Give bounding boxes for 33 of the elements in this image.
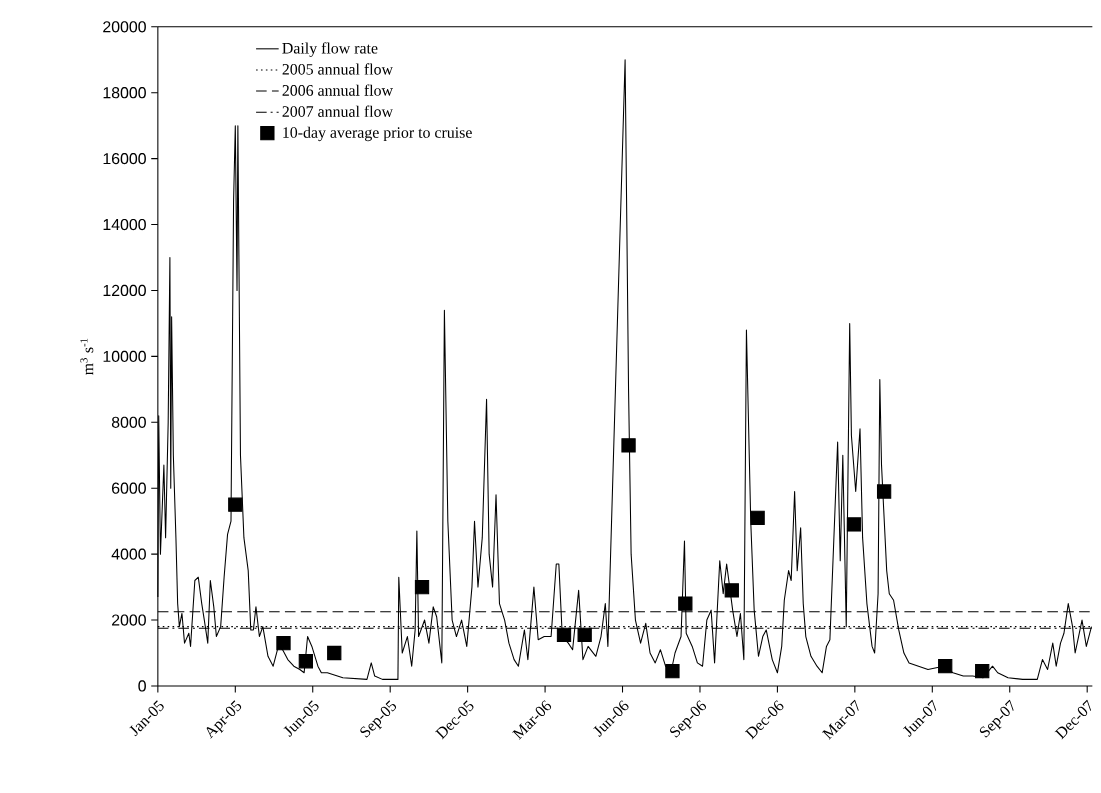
point [556,627,572,642]
point [665,663,680,679]
y-tick-label: 4000 [111,548,146,560]
y-tick-label: 20000 [103,21,146,33]
point [414,579,430,595]
y-tick-label: 0 [138,680,146,692]
legend-label: 2006 annual flow [282,84,393,96]
point [938,658,953,674]
y-tick-label: 16000 [103,152,146,165]
legend-label: 2007 annual flow [282,105,393,117]
point [621,438,636,453]
y-tick-label: 8000 [111,416,146,428]
point [276,635,291,651]
point [876,484,892,499]
point [846,517,862,532]
y-tick-label: 10000 [103,350,146,362]
point [975,663,990,679]
legend-label: 10-day average prior to cruise [283,126,472,142]
point [750,510,765,525]
y-tick-label: 18000 [103,87,146,99]
point [724,583,739,598]
y-axis-title: m$^{3}$ s$^{-1}$ [80,338,94,375]
point [228,497,243,512]
legend-label: Daily flow rate [282,42,378,57]
y-tick-label: 6000 [112,482,146,494]
point [298,654,314,669]
point [577,627,592,642]
legend-label: 2005 annual flow [282,63,393,75]
y-tick-label: 12000 [103,284,146,296]
point [678,596,693,611]
y-tick-label: 2000 [112,614,146,626]
y-tick-label: 14000 [103,218,146,231]
point [327,645,342,661]
